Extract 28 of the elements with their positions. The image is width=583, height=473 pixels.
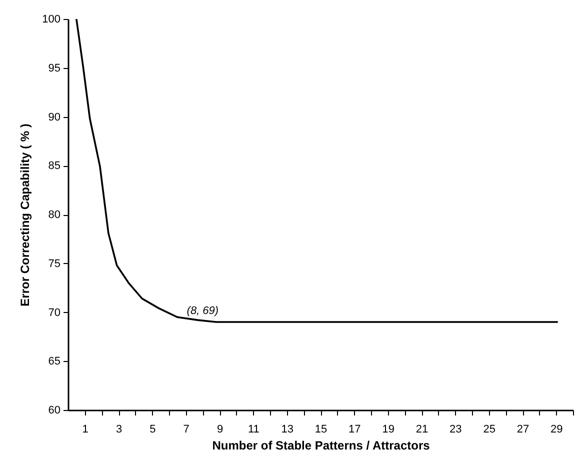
x-tick-label: 17 <box>348 424 361 436</box>
y-tick-label: 85 <box>48 160 60 172</box>
y-tick-label: 60 <box>48 404 60 416</box>
x-tick-label: 7 <box>183 424 190 436</box>
x-axis-title: Number of Stable Patterns / Attractors <box>212 438 430 452</box>
x-tick-label: 9 <box>216 424 224 436</box>
x-tick-label: 15 <box>314 424 328 436</box>
annotation: (8, 69) <box>186 305 219 318</box>
y-tick-label: 75 <box>48 258 60 270</box>
x-tick-label: 13 <box>281 424 294 436</box>
x-tick-label: 3 <box>116 424 122 436</box>
x-tick-label: 11 <box>248 424 260 436</box>
y-tick-label: 65 <box>48 356 60 368</box>
x-tick-label: 21 <box>416 424 428 436</box>
y-tick-label: 90 <box>48 111 60 124</box>
y-axis-title: Error Correcting Capability ( % ) <box>18 124 32 306</box>
x-tick-label: 23 <box>450 424 462 436</box>
line-series <box>76 19 559 323</box>
y-tick-label: 100 <box>42 14 60 26</box>
y-tick-label: 80 <box>48 209 60 221</box>
y-tick-label: 70 <box>48 306 60 319</box>
x-tick-label: 5 <box>150 424 156 436</box>
x-tick-label: 1 <box>82 424 88 436</box>
x-tick-label: 25 <box>483 424 496 436</box>
y-tick-label: 95 <box>48 62 60 74</box>
x-tick-label: 19 <box>382 424 394 436</box>
x-tick-label: 29 <box>550 424 563 436</box>
x-tick-label: 27 <box>516 424 530 436</box>
